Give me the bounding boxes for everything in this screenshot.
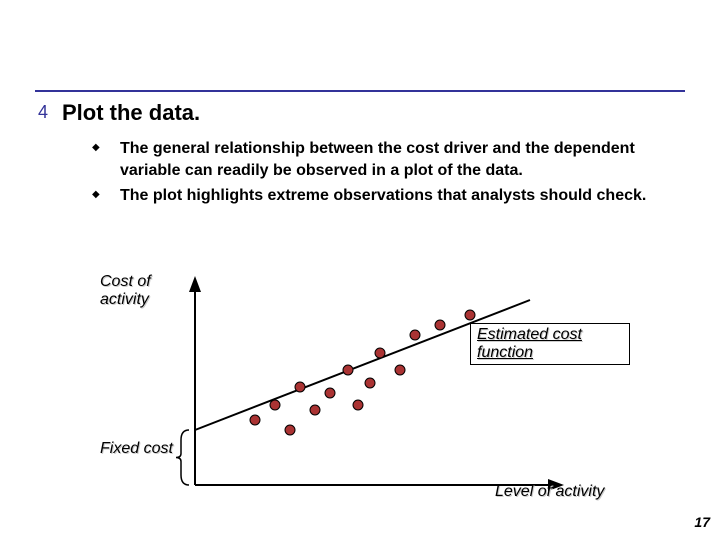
slide-heading: Plot the data. [62, 100, 200, 126]
bullet-text: The general relationship between the cos… [120, 138, 660, 181]
bullet-item: ◆ The general relationship between the c… [92, 138, 660, 181]
cost-function-label: Estimated cost function [470, 323, 630, 365]
bullet-text: The plot highlights extreme observations… [120, 185, 660, 207]
page-number: 17 [694, 514, 710, 530]
top-horizontal-rule [35, 90, 685, 92]
bullet-item: ◆ The plot highlights extreme observatio… [92, 185, 660, 207]
fixed-cost-label: Fixed cost [100, 440, 173, 458]
bullet-marker: ◆ [92, 138, 120, 181]
x-axis-label: Level of activity [495, 483, 604, 501]
chart-svg [100, 275, 630, 505]
y-axis-label: Cost ofactivity [100, 273, 151, 310]
step-number: 4 [38, 102, 48, 123]
bullet-marker: ◆ [92, 185, 120, 207]
bullet-list: ◆ The general relationship between the c… [92, 138, 660, 211]
scatter-chart: Cost ofactivity Fixed cost Estimated cos… [100, 275, 630, 505]
